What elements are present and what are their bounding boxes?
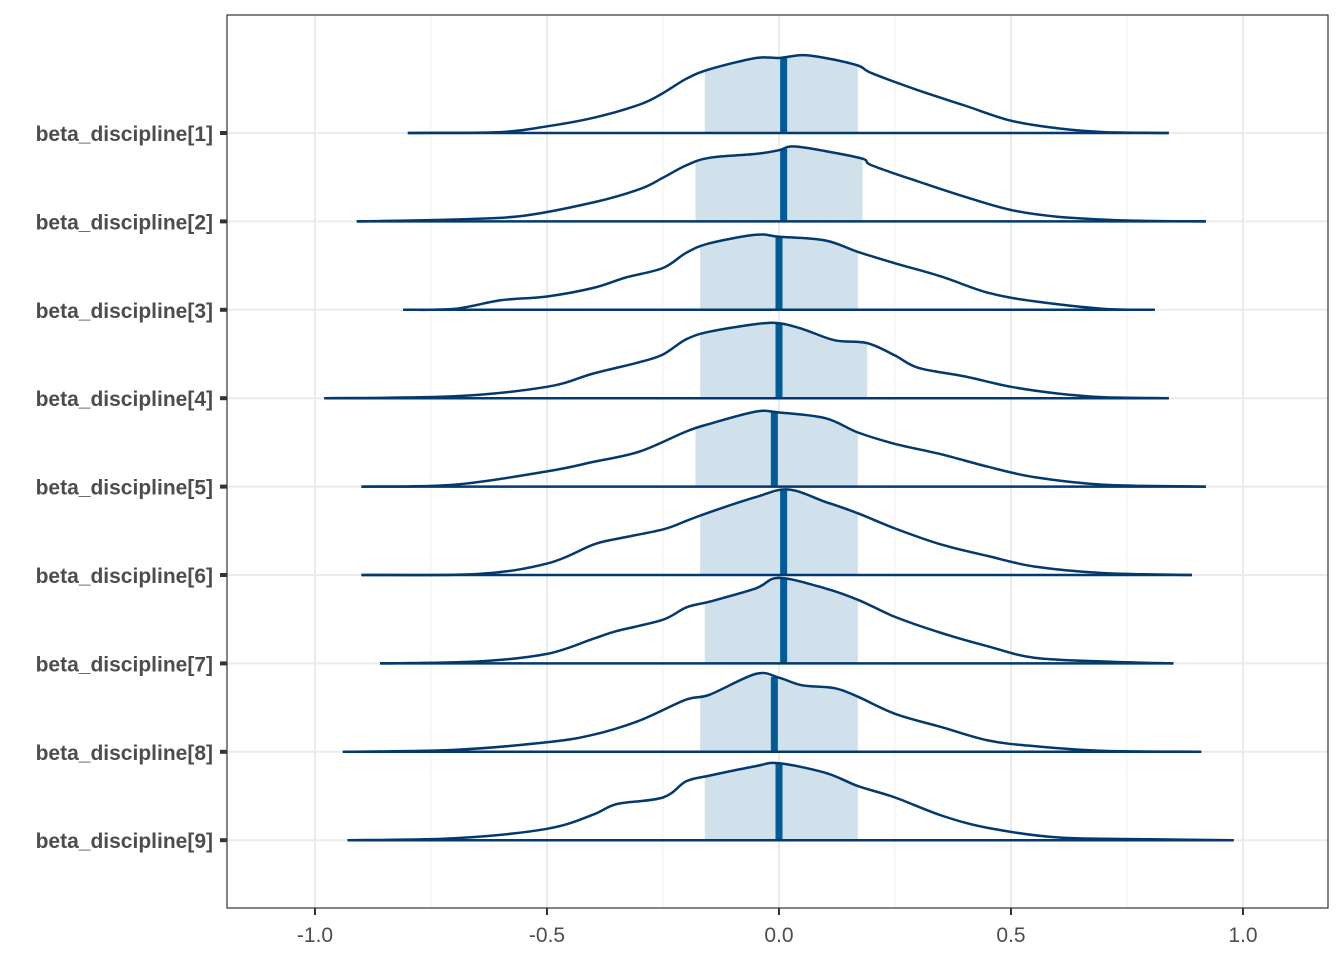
density-curve (324, 321, 1169, 400)
x-axis: -1.0 -0.5 0.0 0.5 1.0 (297, 908, 1258, 947)
y-tick-label: beta_discipline[7] (36, 653, 213, 676)
plot-border (226, 14, 1329, 909)
x-tick-label: -1.0 (297, 924, 333, 947)
ridge-series (361, 488, 1193, 577)
y-tick-label: beta_discipline[1] (36, 123, 213, 146)
ridge-series (361, 409, 1206, 488)
ridge-series (356, 145, 1206, 223)
ridge-series (324, 321, 1169, 400)
density-curve (356, 145, 1206, 223)
y-tick-label: beta_discipline[4] (36, 388, 213, 411)
ridge-series (403, 233, 1155, 312)
x-tick-label: 0.5 (996, 924, 1025, 947)
density-curve (403, 233, 1155, 312)
density-curve (407, 53, 1169, 135)
density-ridges (324, 53, 1234, 842)
y-tick-label: beta_discipline[3] (36, 300, 213, 323)
ridge-series (379, 576, 1174, 665)
minor-gridlines (430, 15, 1128, 908)
interval-area (700, 673, 858, 752)
x-tick-label: 0.0 (764, 924, 793, 947)
ridge-series (407, 53, 1169, 135)
y-tick-label: beta_discipline[8] (36, 742, 213, 765)
x-tick-label: 1.0 (1228, 924, 1257, 947)
y-axis: beta_discipline[1] beta_discipline[2]beta… (36, 123, 227, 853)
density-curve (361, 409, 1206, 488)
y-tick-label: beta_discipline[6] (36, 565, 213, 588)
interval-area (700, 323, 868, 399)
ridge-series (342, 671, 1202, 754)
y-tick-label: beta_discipline[2] (36, 211, 213, 234)
ridge-series (347, 761, 1234, 842)
y-tick-label: beta_discipline[5] (36, 477, 213, 500)
interval-area (695, 146, 863, 222)
density-curve (379, 576, 1174, 665)
density-curve (347, 761, 1234, 842)
x-tick-label: -0.5 (529, 924, 565, 947)
density-curve (342, 671, 1202, 754)
interval-area (700, 489, 858, 575)
y-tick-label: beta_discipline[9] (36, 830, 213, 853)
density-curve (361, 488, 1193, 577)
